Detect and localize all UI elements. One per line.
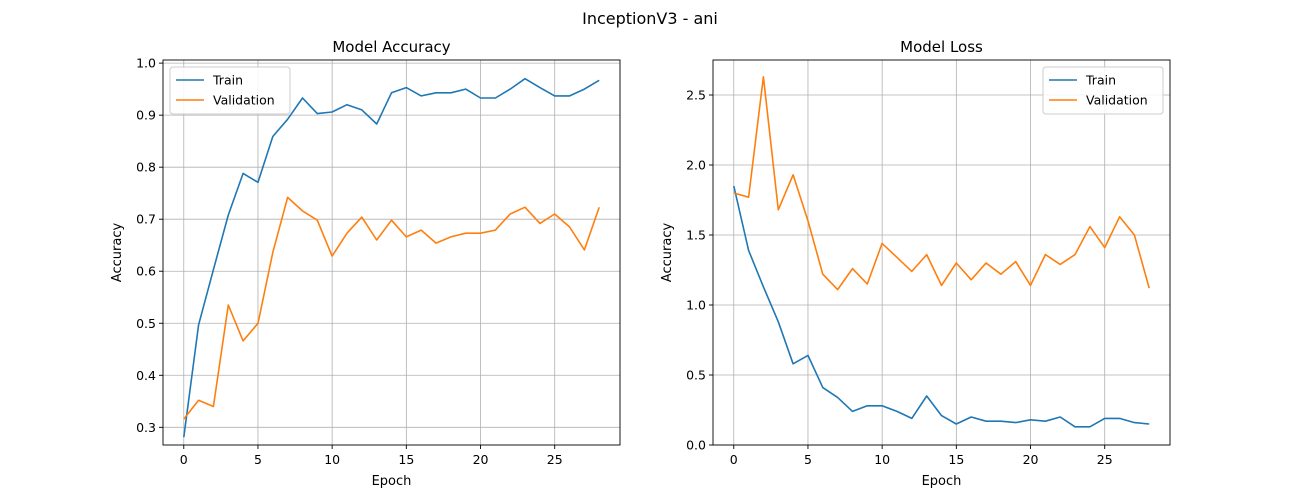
x-tick-label: 5 <box>804 452 812 467</box>
x-tick-label: 0 <box>730 452 738 467</box>
x-axis-label: Epoch <box>372 474 412 489</box>
legend-box <box>1042 66 1164 115</box>
y-tick-label: 1.0 <box>136 56 156 71</box>
x-tick-label: 15 <box>948 452 964 467</box>
y-tick-label: 2.0 <box>686 158 706 173</box>
x-tick-label: 25 <box>547 452 563 467</box>
x-tick-label: 20 <box>1023 452 1039 467</box>
y-axis-label: Accuracy <box>660 223 675 283</box>
x-axis-label: Epoch <box>922 474 962 489</box>
y-tick-label: 0.7 <box>136 212 156 227</box>
legend: Train Validation <box>1042 66 1164 115</box>
series-line-train <box>733 185 1150 428</box>
x-tick-label: 15 <box>398 452 414 467</box>
y-tick-label: 0.5 <box>686 368 706 383</box>
series-line-validation <box>733 76 1150 291</box>
legend-label: Validation <box>213 93 275 108</box>
axes-frame <box>712 59 1171 446</box>
accuracy-chart: 0 5 10 15 20 25 0.3 0.4 0.5 0.6 0.7 0.8 0.9 1.0 Model … <box>110 38 621 489</box>
legend-label: Train <box>212 73 243 88</box>
legend-label: Train <box>1085 73 1116 88</box>
figure-suptitle: InceptionV3 - ani <box>582 9 718 28</box>
y-tick-label: 0.6 <box>136 264 156 279</box>
x-tick-label: 10 <box>324 452 340 467</box>
y-tick-label: 0.8 <box>136 160 156 175</box>
x-tick-label: 20 <box>473 452 489 467</box>
chart-title: Model Loss <box>900 38 983 56</box>
y-tick-label: 1.0 <box>686 298 706 313</box>
y-tick-label: 2.5 <box>686 88 706 103</box>
legend-label: Validation <box>1086 93 1148 108</box>
y-tick-label: 0.9 <box>136 108 156 123</box>
series-line-train <box>183 77 600 438</box>
y-tick-label: 0.3 <box>136 420 156 435</box>
series-line-validation <box>183 196 600 420</box>
x-tick-label: 10 <box>874 452 890 467</box>
x-tick-label: 5 <box>254 452 262 467</box>
y-tick-label: 0.4 <box>136 368 156 383</box>
x-tick-label: 25 <box>1097 452 1113 467</box>
y-axis-label: Accuracy <box>110 223 125 283</box>
loss-chart: 0 5 10 15 20 25 0.0 0.5 1.0 1.5 2.0 2.5 Model Loss Ep… <box>660 38 1171 489</box>
x-tick-label: 0 <box>180 452 188 467</box>
chart-title: Model Accuracy <box>332 38 450 56</box>
legend-box <box>169 66 291 115</box>
axes-frame <box>162 59 621 446</box>
y-tick-label: 0.0 <box>686 438 706 453</box>
y-tick-label: 1.5 <box>686 228 706 243</box>
legend: Train Validation <box>169 66 291 115</box>
y-tick-label: 0.5 <box>136 316 156 331</box>
